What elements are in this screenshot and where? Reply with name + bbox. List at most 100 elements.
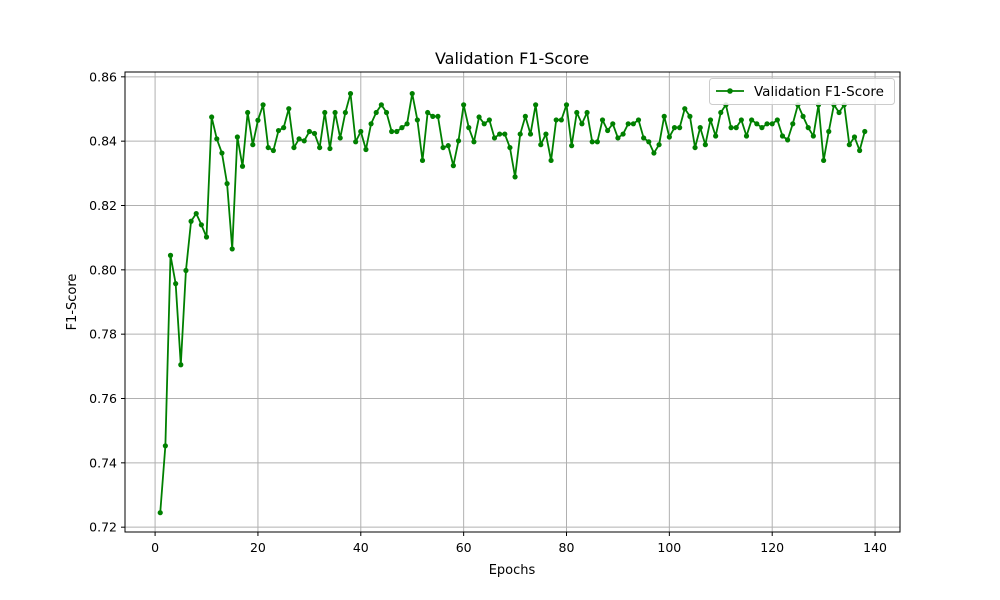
data-point [214, 136, 220, 142]
x-tick-label: 40 [353, 540, 369, 555]
data-point [311, 130, 318, 137]
data-point [779, 133, 786, 139]
data-point [599, 117, 606, 123]
data-point [353, 139, 359, 145]
data-point [785, 137, 791, 143]
y-tick-label: 0.80 [89, 262, 117, 277]
data-point [646, 139, 652, 145]
x-tick-label: 80 [559, 540, 575, 555]
data-point [347, 90, 354, 97]
data-point [846, 142, 852, 148]
data-point [281, 125, 287, 131]
data-point [291, 144, 297, 151]
data-point [625, 121, 631, 127]
data-point [461, 102, 467, 108]
data-point [167, 252, 174, 258]
data-point [738, 117, 744, 123]
legend-label: Validation F1-Score [754, 84, 884, 100]
data-point [445, 143, 451, 149]
data-point [656, 142, 662, 148]
data-point [810, 133, 816, 139]
data-point [697, 125, 703, 131]
data-point [219, 150, 225, 156]
data-point [502, 131, 508, 137]
data-point [630, 121, 636, 127]
data-point [533, 102, 539, 108]
data-point [769, 121, 775, 127]
data-point [486, 117, 492, 123]
plot-frame [124, 71, 901, 533]
y-axis: 0.72 0.74 0.76 0.78 0.80 0.82 0.84 0.86 [89, 69, 125, 535]
y-tick-label: 0.74 [89, 455, 117, 470]
x-tick-label: 120 [760, 540, 784, 555]
data-point [651, 150, 657, 156]
data-point [250, 142, 256, 148]
data-point [373, 109, 379, 116]
x-tick-label: 0 [151, 540, 159, 555]
data-point [162, 443, 168, 449]
data-point [635, 117, 642, 123]
data-point [497, 131, 503, 137]
data-point [713, 133, 719, 139]
y-tick-label: 0.82 [89, 198, 117, 213]
data-point [322, 109, 328, 116]
data-point [774, 117, 780, 123]
data-point [702, 142, 708, 148]
data-point [594, 139, 600, 145]
data-point [543, 131, 549, 137]
data-point [270, 147, 276, 154]
data-point [296, 136, 302, 142]
x-tick-label: 60 [456, 540, 472, 555]
data-point [430, 113, 436, 119]
data-point [286, 106, 292, 112]
data-point [332, 109, 338, 116]
data-point [306, 128, 312, 135]
data-point [409, 90, 415, 97]
data-point [558, 117, 564, 123]
data-point [476, 114, 482, 120]
data-point [538, 142, 544, 148]
data-point [800, 113, 806, 119]
y-tick-label: 0.78 [89, 327, 117, 342]
data-point [826, 128, 832, 135]
series-line [159, 92, 866, 513]
y-tick-label: 0.86 [89, 69, 117, 84]
data-point [610, 121, 616, 127]
data-point [440, 144, 446, 151]
data-point [517, 131, 523, 137]
data-point [265, 144, 271, 151]
data-point [337, 135, 343, 141]
data-point [620, 131, 626, 137]
legend-box [709, 78, 895, 105]
x-tick-label: 100 [657, 540, 681, 555]
data-point [862, 128, 868, 135]
data-point [394, 128, 400, 135]
data-point [399, 125, 405, 131]
data-point [224, 181, 230, 187]
x-tick-label: 20 [250, 540, 266, 555]
data-point [805, 125, 811, 131]
data-point [188, 218, 194, 224]
data-point [234, 134, 240, 140]
data-point [836, 109, 842, 116]
data-point [455, 138, 462, 144]
data-point [383, 109, 390, 116]
data-point [749, 117, 755, 123]
data-point [491, 135, 498, 141]
data-point [790, 121, 796, 127]
data-point [718, 109, 724, 116]
data-point [229, 246, 235, 252]
data-point [471, 139, 477, 145]
data-point [450, 163, 456, 169]
data-point [589, 139, 595, 145]
data-point [692, 144, 698, 151]
data-point [743, 133, 750, 139]
data-point [173, 281, 179, 287]
data-point [759, 125, 765, 131]
data-point [209, 114, 215, 120]
data-point [389, 128, 395, 135]
data-point [414, 117, 420, 123]
data-point [239, 163, 246, 169]
